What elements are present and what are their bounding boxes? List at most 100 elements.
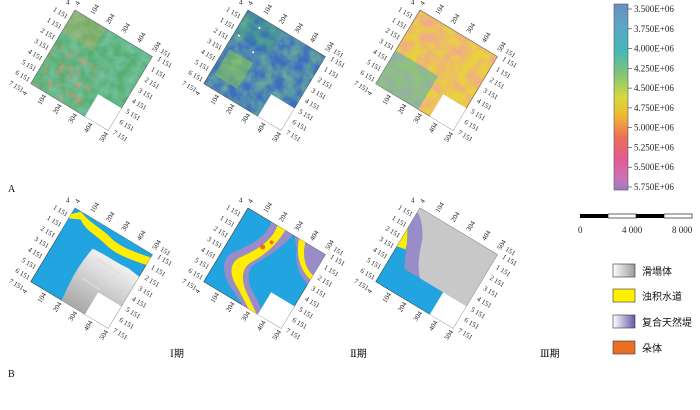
phase-label-2: Ⅱ期 bbox=[350, 348, 367, 360]
map-a2 bbox=[203, 9, 326, 131]
grid-tick-label: 304 bbox=[293, 219, 306, 233]
grid-tick-label: 4 bbox=[20, 287, 29, 295]
grid-tick-label: 504 bbox=[98, 130, 111, 144]
grid-tick-label: 304 bbox=[67, 309, 80, 323]
grid-tick-label: 404 bbox=[427, 121, 440, 135]
grid-tick-label: 304 bbox=[465, 219, 478, 233]
grid-tick-label: 104 bbox=[381, 291, 394, 305]
grid-tick-label: 104 bbox=[209, 93, 222, 107]
grid-tick-label: 4 bbox=[246, 197, 255, 205]
grid-tick-label: 204 bbox=[449, 210, 462, 224]
grid-tick-label: 104 bbox=[89, 3, 102, 17]
colorbar-label: 5.500E+06 bbox=[634, 162, 674, 172]
grid-tick-label: 304 bbox=[293, 21, 306, 35]
grid-tick-label: 204 bbox=[104, 210, 117, 224]
grid-tick-label: 504 bbox=[271, 328, 284, 342]
grid-tick-label: 404 bbox=[480, 31, 493, 45]
grid-tick-label: 7 151 bbox=[111, 129, 129, 144]
grid-tick-label: 204 bbox=[277, 210, 290, 224]
grid-tick-label: 304 bbox=[120, 21, 133, 35]
phase-label-3: Ⅲ期 bbox=[540, 348, 560, 360]
grid-tick-label: 504 bbox=[443, 328, 456, 342]
grid-tick-label: 104 bbox=[434, 201, 447, 215]
map-b1-phase1 bbox=[30, 207, 153, 329]
grid-tick-label: 4 bbox=[66, 0, 70, 6]
scale-tick-1: 4 000 bbox=[622, 225, 643, 235]
legend-swatch-slump bbox=[612, 263, 636, 278]
grid-tick-label: 404 bbox=[82, 319, 95, 333]
grid-tick-label: 104 bbox=[381, 93, 394, 107]
map-a1 bbox=[30, 9, 153, 131]
colorbar-label: 3.750E+06 bbox=[634, 24, 674, 34]
grid-tick-label: 4 bbox=[411, 0, 415, 6]
grid-tick-label: 7 151 bbox=[456, 129, 474, 144]
grid-tick-label: 304 bbox=[412, 111, 425, 125]
grid-tick-label: 4 bbox=[66, 196, 70, 204]
grid-tick-label: 4 bbox=[73, 0, 82, 7]
grid-tick-label: 204 bbox=[51, 102, 64, 116]
panel-a-label: A bbox=[8, 184, 16, 195]
grid-tick-label: 404 bbox=[255, 319, 268, 333]
legend: 滑塌体 浊积水道 复合天然堤 朵体 bbox=[612, 263, 692, 355]
grid-tick-label: 4 bbox=[20, 89, 29, 97]
grid-tick-label: 304 bbox=[240, 309, 253, 323]
grid-tick-label: 104 bbox=[434, 3, 447, 17]
grid-tick-label: 104 bbox=[36, 291, 49, 305]
grid-tick-label: 104 bbox=[209, 291, 222, 305]
map-a3 bbox=[375, 9, 498, 131]
grid-tick-label: 4 bbox=[239, 0, 243, 6]
grid-tick-label: 404 bbox=[480, 229, 493, 243]
colorbar-label: 5.750E+06 bbox=[634, 182, 674, 192]
phase-label-1: Ⅰ期 bbox=[170, 348, 184, 360]
grid-tick-label: 204 bbox=[277, 12, 290, 26]
grid-tick-label: 404 bbox=[135, 229, 148, 243]
legend-label-levee: 复合天然堤 bbox=[642, 316, 692, 329]
grid-tick-label: 504 bbox=[98, 328, 111, 342]
grid-tick-label: 104 bbox=[262, 201, 275, 215]
grid-tick-label: 204 bbox=[396, 300, 409, 314]
grid-tick-label: 204 bbox=[224, 102, 237, 116]
colorbar-label: 4.500E+06 bbox=[634, 83, 674, 93]
grid-tick-label: 4 bbox=[193, 287, 202, 295]
grid-tick-label: 304 bbox=[67, 111, 80, 125]
grid-tick-label: 304 bbox=[120, 219, 133, 233]
grid-tick-label: 4 bbox=[365, 89, 374, 97]
grid-tick-label: 4 bbox=[418, 0, 427, 7]
colorbar-label: 5.000E+06 bbox=[634, 123, 674, 133]
grid-tick-label: 4 bbox=[193, 89, 202, 97]
grid-tick-label: 7 151 bbox=[456, 327, 474, 342]
colorbar-label: 3.500E+06 bbox=[634, 4, 674, 14]
grid-tick-label: 404 bbox=[308, 229, 321, 243]
grid-tick-label: 4 bbox=[365, 287, 374, 295]
grid-tick-label: 4 bbox=[73, 197, 82, 205]
grid-tick-label: 104 bbox=[89, 201, 102, 215]
panel-b-label: B bbox=[8, 369, 15, 380]
grid-tick-label: 404 bbox=[82, 121, 95, 135]
grid-tick-label: 104 bbox=[262, 3, 275, 17]
grid-tick-label: 304 bbox=[240, 111, 253, 125]
grid-tick-label: 204 bbox=[51, 300, 64, 314]
grid-tick-label: 4 bbox=[246, 0, 255, 7]
grid-tick-label: 204 bbox=[224, 300, 237, 314]
scale-tick-0: 0 bbox=[578, 225, 583, 235]
legend-label-channel: 浊积水道 bbox=[642, 290, 682, 303]
map-b2-phase2 bbox=[203, 207, 326, 329]
scale-bar: 0 4 000 8 000 bbox=[578, 213, 693, 235]
grid-tick-label: 504 bbox=[271, 130, 284, 144]
grid-tick-label: 304 bbox=[465, 21, 478, 35]
map-b3-phase3 bbox=[375, 207, 498, 329]
grid-tick-label: 204 bbox=[396, 102, 409, 116]
grid-tick-label: 404 bbox=[427, 319, 440, 333]
grid-tick-label: 204 bbox=[104, 12, 117, 26]
colorbar: 3.500E+06 3.750E+06 4.000E+06 4.250E+06 4.50… bbox=[613, 3, 674, 192]
grid-tick-label: 7 151 bbox=[284, 129, 302, 144]
grid-tick-label: 404 bbox=[255, 121, 268, 135]
grid-tick-label: 4 bbox=[418, 197, 427, 205]
grid-tick-label: 504 bbox=[443, 130, 456, 144]
grid-tick-label: 304 bbox=[412, 309, 425, 323]
colorbar-label: 5.250E+06 bbox=[634, 142, 674, 152]
grid-tick-label: 204 bbox=[449, 12, 462, 26]
legend-swatch-channel bbox=[612, 288, 636, 303]
colorbar-label: 4.250E+06 bbox=[634, 63, 674, 73]
